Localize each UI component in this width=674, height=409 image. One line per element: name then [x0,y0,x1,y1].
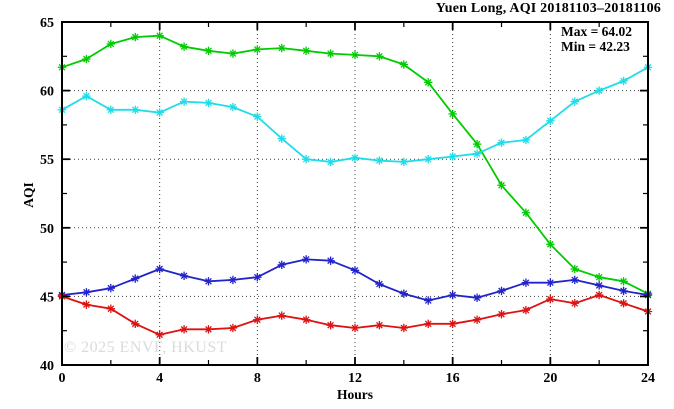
y-axis-title: AQI [21,182,36,208]
chart-title: Yuen Long, AQI 20181103–20181106 [435,1,661,16]
y-tick-label: 55 [40,153,54,168]
series-green [57,31,653,298]
series-blue [57,255,653,305]
x-axis-title: Hours [336,387,373,402]
x-tick-label: 4 [156,371,163,386]
series-blue-markers [57,255,653,305]
y-tick-label: 40 [40,359,54,374]
min-value-label: Min = 42.23 [561,39,630,54]
y-tick-labels: 40 45 50 55 60 65 [40,16,54,374]
x-tick-labels: 0 4 8 12 16 20 24 [59,371,656,386]
plot-border [61,21,649,366]
series-cyan-markers [57,63,653,167]
x-tick-label: 24 [641,371,655,386]
y-tick-label: 65 [40,16,54,31]
y-tick-label: 50 [40,222,54,237]
x-tick-label: 12 [348,371,362,386]
series-cyan [57,63,653,167]
x-tick-label: 0 [59,371,66,386]
watermark: © 2025 ENVF, HKUST [64,339,227,356]
x-tick-label: 20 [543,371,557,386]
y-tick-label: 60 [40,85,54,100]
series-green-markers [57,31,653,298]
gridlines [62,22,648,365]
max-min-annotation: Max = 64.02 Min = 42.23 [561,24,632,54]
x-tick-label: 8 [254,371,261,386]
max-value-label: Max = 64.02 [561,24,633,39]
axis-ticks [61,21,649,366]
y-tick-label: 45 [40,290,54,305]
x-tick-label: 16 [446,371,460,386]
